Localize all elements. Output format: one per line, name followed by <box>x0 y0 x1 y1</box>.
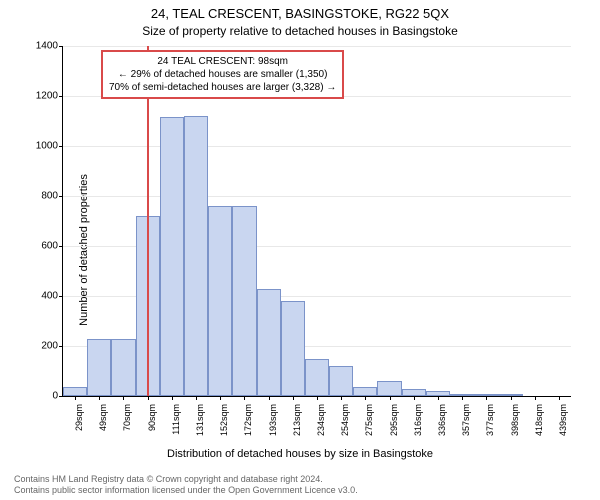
x-tick-label: 213sqm <box>292 404 302 454</box>
gridline <box>63 46 571 47</box>
gridline <box>63 146 571 147</box>
y-tick-label: 600 <box>24 241 63 252</box>
x-tick-label: 377sqm <box>485 404 495 454</box>
x-tick-mark <box>438 396 439 400</box>
annotation-line: 70% of semi-detached houses are larger (… <box>109 81 336 94</box>
y-tick-label: 800 <box>24 191 63 202</box>
x-axis-label: Distribution of detached houses by size … <box>0 448 600 460</box>
x-tick-label: 439sqm <box>558 404 568 454</box>
x-tick-label: 49sqm <box>98 404 108 454</box>
histogram-bar <box>87 339 111 397</box>
histogram-bar <box>63 387 87 396</box>
histogram-bar <box>184 116 208 396</box>
x-tick-label: 418sqm <box>534 404 544 454</box>
y-tick-label: 400 <box>24 291 63 302</box>
histogram-bar <box>329 366 353 396</box>
x-tick-label: 152sqm <box>219 404 229 454</box>
x-tick-mark <box>535 396 536 400</box>
histogram-bar <box>353 387 377 396</box>
x-tick-label: 254sqm <box>340 404 350 454</box>
x-tick-mark <box>390 396 391 400</box>
x-tick-mark <box>220 396 221 400</box>
x-tick-mark <box>511 396 512 400</box>
x-tick-mark <box>269 396 270 400</box>
x-tick-mark <box>486 396 487 400</box>
plot-area: 020040060080010001200140029sqm49sqm70sqm… <box>62 46 571 397</box>
footer-line: Contains HM Land Registry data © Crown c… <box>14 474 586 485</box>
chart-container: 24, TEAL CRESCENT, BASINGSTOKE, RG22 5QX… <box>0 0 600 500</box>
x-tick-mark <box>414 396 415 400</box>
x-tick-label: 70sqm <box>122 404 132 454</box>
y-tick-label: 1400 <box>24 41 63 52</box>
histogram-bar <box>377 381 401 396</box>
x-tick-label: 357sqm <box>461 404 471 454</box>
y-tick-label: 0 <box>24 391 63 402</box>
x-tick-mark <box>99 396 100 400</box>
histogram-bar <box>160 117 184 396</box>
x-tick-label: 295sqm <box>389 404 399 454</box>
y-tick-label: 1200 <box>24 91 63 102</box>
footer-line: Contains public sector information licen… <box>14 485 586 496</box>
x-tick-label: 131sqm <box>195 404 205 454</box>
page-title: 24, TEAL CRESCENT, BASINGSTOKE, RG22 5QX <box>0 6 600 21</box>
x-tick-mark <box>341 396 342 400</box>
x-tick-mark <box>317 396 318 400</box>
x-tick-mark <box>462 396 463 400</box>
x-tick-label: 234sqm <box>316 404 326 454</box>
x-tick-label: 193sqm <box>268 404 278 454</box>
marker-annotation: 24 TEAL CRESCENT: 98sqm ← 29% of detache… <box>101 50 344 99</box>
annotation-line: 24 TEAL CRESCENT: 98sqm <box>109 55 336 68</box>
histogram-bar <box>257 289 281 397</box>
footer: Contains HM Land Registry data © Crown c… <box>14 474 586 497</box>
x-tick-label: 90sqm <box>147 404 157 454</box>
x-tick-mark <box>365 396 366 400</box>
histogram-bar <box>232 206 256 396</box>
x-tick-label: 398sqm <box>510 404 520 454</box>
gridline <box>63 196 571 197</box>
x-tick-label: 316sqm <box>413 404 423 454</box>
x-tick-mark <box>293 396 294 400</box>
x-tick-label: 336sqm <box>437 404 447 454</box>
histogram-bar <box>281 301 305 396</box>
y-tick-label: 200 <box>24 341 63 352</box>
histogram-bar <box>208 206 232 396</box>
x-tick-mark <box>559 396 560 400</box>
x-tick-label: 172sqm <box>243 404 253 454</box>
histogram-bar <box>111 339 135 397</box>
x-tick-mark <box>148 396 149 400</box>
x-tick-mark <box>172 396 173 400</box>
page-subtitle: Size of property relative to detached ho… <box>0 24 600 38</box>
histogram-bar <box>402 389 426 397</box>
x-tick-label: 29sqm <box>74 404 84 454</box>
x-tick-mark <box>196 396 197 400</box>
x-tick-label: 111sqm <box>171 404 181 454</box>
annotation-line: ← 29% of detached houses are smaller (1,… <box>109 68 336 81</box>
histogram-bar <box>305 359 329 397</box>
y-tick-label: 1000 <box>24 141 63 152</box>
x-tick-mark <box>244 396 245 400</box>
x-tick-label: 275sqm <box>364 404 374 454</box>
x-tick-mark <box>123 396 124 400</box>
x-tick-mark <box>75 396 76 400</box>
